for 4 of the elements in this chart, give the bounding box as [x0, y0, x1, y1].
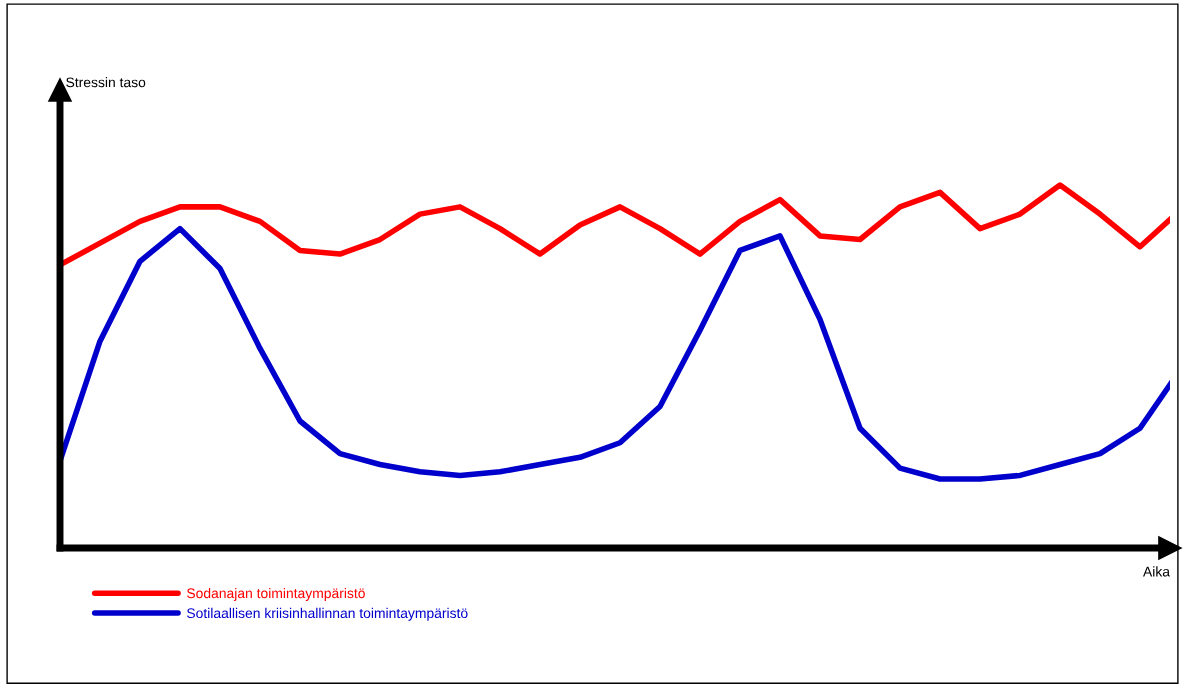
text: Stressin taso	[66, 77, 146, 88]
text: Sodanajan toimintaympäristö	[187, 587, 365, 601]
text: Sotilaallisen kriisinhallinnan toimintaympäristö	[187, 607, 468, 621]
x-axis-title: Aika	[1143, 566, 1170, 577]
